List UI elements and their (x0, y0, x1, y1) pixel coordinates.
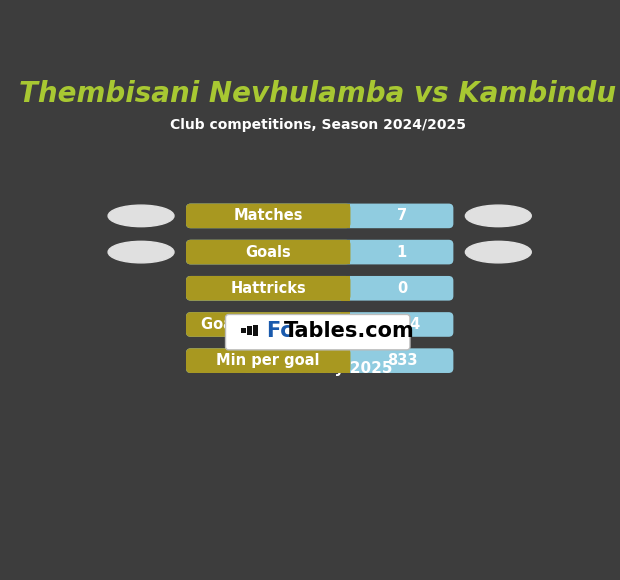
FancyBboxPatch shape (226, 314, 410, 350)
Bar (341, 204, 350, 228)
FancyBboxPatch shape (186, 276, 453, 300)
FancyBboxPatch shape (186, 204, 453, 228)
Text: 1: 1 (397, 245, 407, 260)
Text: Club competitions, Season 2024/2025: Club competitions, Season 2024/2025 (170, 118, 466, 132)
FancyBboxPatch shape (186, 204, 350, 228)
Text: Min per goal: Min per goal (216, 353, 320, 368)
Text: Matches: Matches (234, 208, 303, 223)
Bar (341, 240, 350, 264)
FancyBboxPatch shape (186, 349, 453, 373)
FancyBboxPatch shape (186, 312, 453, 337)
FancyBboxPatch shape (186, 349, 350, 373)
Ellipse shape (466, 241, 531, 263)
FancyBboxPatch shape (186, 240, 453, 264)
Text: Goals: Goals (246, 245, 291, 260)
Ellipse shape (466, 205, 531, 227)
Text: Hattricks: Hattricks (231, 281, 306, 296)
FancyBboxPatch shape (186, 312, 350, 337)
Text: 0: 0 (397, 281, 407, 296)
Bar (341, 312, 350, 337)
Text: Goals per match: Goals per match (201, 317, 336, 332)
Text: 833: 833 (387, 353, 417, 368)
Text: Tables.com: Tables.com (283, 321, 414, 342)
FancyBboxPatch shape (186, 240, 350, 264)
Text: Fc: Fc (266, 321, 293, 342)
Bar (254, 325, 258, 336)
Text: Thembisani Nevhulamba vs Kambindu: Thembisani Nevhulamba vs Kambindu (19, 80, 616, 108)
Text: 19 february 2025: 19 february 2025 (244, 361, 392, 376)
Text: 7: 7 (397, 208, 407, 223)
Bar (341, 276, 350, 300)
Ellipse shape (108, 241, 174, 263)
Bar (247, 327, 252, 335)
Ellipse shape (108, 205, 174, 227)
Bar (241, 328, 246, 334)
FancyBboxPatch shape (186, 276, 350, 300)
Text: 0.14: 0.14 (384, 317, 420, 332)
Bar (341, 349, 350, 373)
